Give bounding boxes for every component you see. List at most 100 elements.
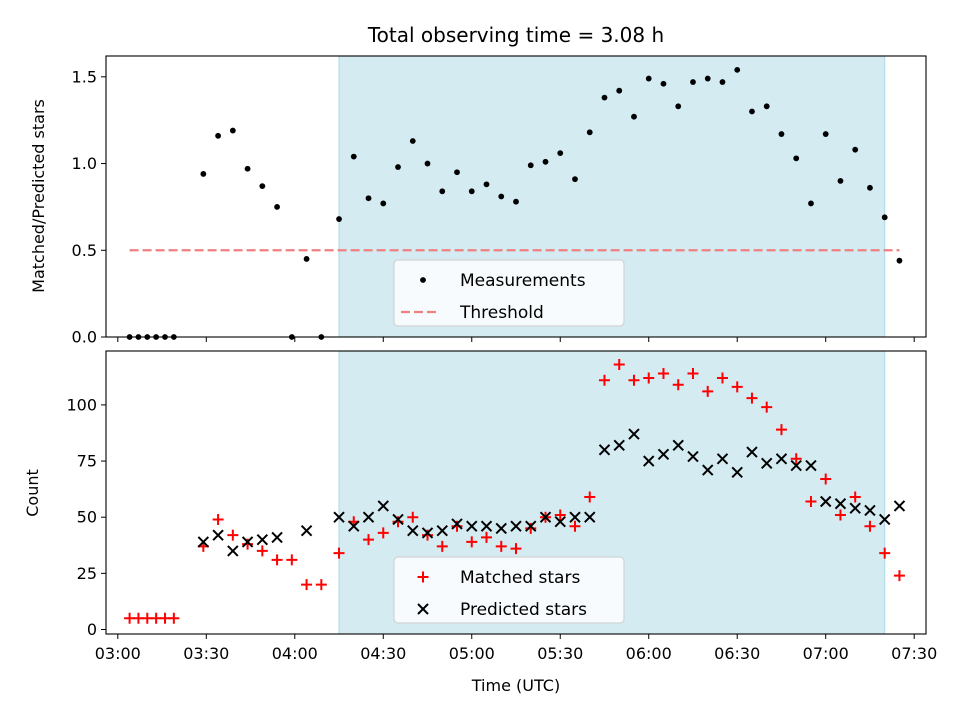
measurement-point — [557, 150, 564, 157]
measurement-point — [881, 214, 888, 221]
measurement-point — [259, 183, 266, 189]
y-tick-label: 25 — [77, 564, 97, 583]
matched-stars-point — [407, 511, 419, 523]
measurement-point — [616, 87, 623, 94]
predicted-stars-point — [805, 459, 817, 472]
legend-marker-x — [417, 603, 429, 615]
measurement-point — [483, 181, 490, 188]
matched-stars-point — [657, 367, 669, 379]
matched-stars-point — [598, 374, 610, 386]
measurement-point — [215, 132, 221, 139]
measurement-point — [439, 188, 446, 195]
matched-stars-point — [525, 522, 537, 534]
matched-stars-point — [731, 381, 743, 393]
measurement-point — [244, 165, 251, 172]
x-tick-label: 03:00 — [95, 644, 141, 663]
matched-stars-point — [422, 529, 434, 541]
legend-box — [393, 259, 625, 327]
matched-stars-point — [510, 543, 522, 555]
y-tick-label: 0.5 — [72, 241, 97, 260]
matched-stars-point — [820, 473, 832, 485]
predicted-stars-point — [436, 524, 448, 537]
matched-stars-point — [834, 509, 846, 521]
predicted-stars-point — [834, 498, 847, 510]
matched-stars-point — [864, 520, 876, 532]
predicted-stars-point — [731, 466, 743, 478]
measurement-point — [690, 79, 696, 85]
predicted-stars-point — [687, 450, 699, 463]
predicted-stars-point — [775, 453, 788, 465]
matched-stars-point — [466, 536, 478, 548]
matched-stars-point — [168, 612, 180, 624]
predicted-stars-point — [227, 545, 239, 557]
plot-layer: 0.0 0.5 1.0 1.5 Measurements Threshold 0 25 50 75… — [66, 55, 937, 663]
bottom-chart-ylabel: Count — [23, 469, 42, 517]
measurement-point — [749, 108, 755, 115]
predicted-stars-point — [495, 522, 507, 535]
matched-stars-point — [256, 545, 268, 557]
legend-label: Predicted stars — [460, 600, 587, 620]
matched-stars-point — [746, 392, 758, 404]
measurement-point — [867, 184, 873, 191]
x-tick-label: 05:00 — [449, 644, 495, 663]
matched-stars-point — [436, 540, 448, 552]
x-tick-label: 04:30 — [360, 644, 406, 663]
matched-stars-point — [315, 579, 327, 591]
matched-stars-point — [584, 491, 596, 503]
measurement-point — [572, 176, 578, 183]
y-tick-label: 75 — [77, 452, 97, 471]
measurement-point — [380, 200, 387, 207]
x-tick-label: 05:30 — [537, 644, 583, 663]
predicted-stars-point — [300, 524, 313, 537]
x-tick-label: 04:00 — [272, 644, 318, 663]
bottom-chart-xlabel: Time (UTC) — [471, 676, 560, 695]
measurement-point — [454, 169, 460, 176]
predicted-stars-point — [716, 453, 729, 465]
y-tick-label: 0 — [87, 620, 97, 639]
measurement-point — [763, 103, 770, 110]
measurement-point — [424, 160, 431, 167]
predicted-stars-point — [197, 536, 210, 548]
matched-stars-point — [451, 520, 463, 532]
predicted-stars-point — [333, 511, 345, 523]
matched-stars-point — [775, 424, 787, 436]
matched-stars-point — [363, 534, 375, 546]
predicted-stars-point — [212, 529, 224, 541]
predicted-stars-point — [584, 511, 596, 523]
predicted-stars-point — [348, 520, 360, 532]
measurement-point — [837, 177, 844, 184]
matched-stars-point — [495, 540, 507, 552]
matched-stars-point — [613, 358, 625, 370]
predicted-stars-point — [539, 511, 552, 523]
legend-label: Measurements — [460, 271, 586, 291]
measurement-point — [513, 198, 519, 205]
matched-stars-point — [554, 509, 566, 521]
top-chart-ylabel: Matched/Predicted stars — [29, 99, 48, 293]
predicted-stars-point — [421, 527, 434, 539]
predicted-stars-point — [554, 515, 566, 528]
predicted-stars-point — [878, 513, 891, 526]
predicted-stars-point — [271, 531, 283, 544]
predicted-stars-point — [510, 520, 522, 532]
measurement-point — [808, 200, 814, 207]
top-chart-title: Total observing time = 3.08 h — [367, 23, 664, 47]
predicted-stars-point — [864, 504, 876, 517]
measurement-point — [896, 257, 903, 264]
y-tick-label: 100 — [66, 395, 97, 414]
measurement-point — [675, 103, 682, 110]
predicted-stars-point — [657, 448, 670, 461]
predicted-stars-point — [241, 536, 254, 548]
x-tick-label: 06:30 — [714, 644, 760, 663]
predicted-stars-point — [820, 495, 832, 508]
legend: Measurements Threshold — [393, 259, 625, 327]
measurement-point — [350, 153, 357, 160]
chart-panel-0: 0.0 0.5 1.0 1.5 Measurements Threshold — [72, 55, 927, 347]
matched-stars-point — [849, 491, 861, 503]
predicted-stars-point — [746, 446, 758, 458]
measurement-point — [274, 204, 280, 210]
matched-stars-point — [687, 367, 699, 379]
measurement-point — [852, 146, 859, 153]
measurement-point — [542, 158, 549, 165]
measurement-point — [468, 188, 475, 195]
matched-stars-point — [628, 374, 640, 386]
